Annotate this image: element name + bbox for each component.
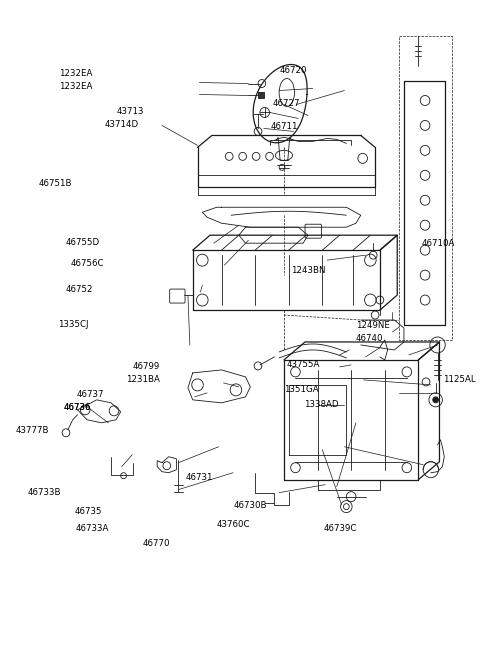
Text: 46755D: 46755D — [66, 238, 100, 247]
Text: 1243BN: 1243BN — [291, 266, 325, 275]
FancyBboxPatch shape — [305, 224, 322, 238]
Text: 46710A: 46710A — [421, 239, 455, 248]
Text: 46756C: 46756C — [71, 259, 104, 268]
Text: 43713: 43713 — [116, 107, 144, 117]
FancyBboxPatch shape — [169, 289, 185, 303]
Text: 1351GA: 1351GA — [284, 385, 319, 394]
Text: 1249NE: 1249NE — [356, 321, 389, 330]
Text: 1125AL: 1125AL — [443, 375, 476, 384]
Text: 46733A: 46733A — [76, 523, 109, 533]
Text: 1338AD: 1338AD — [304, 400, 338, 409]
Text: 46799: 46799 — [132, 362, 160, 371]
Text: 46733B: 46733B — [27, 488, 60, 496]
Text: 43755A: 43755A — [287, 360, 320, 369]
Text: 46727: 46727 — [273, 99, 300, 108]
Text: 46735: 46735 — [74, 508, 102, 516]
Text: 46740: 46740 — [356, 334, 383, 343]
Text: 43714D: 43714D — [105, 121, 139, 130]
Text: 46720: 46720 — [279, 66, 307, 75]
Text: 46730B: 46730B — [233, 501, 267, 510]
Text: 43777B: 43777B — [15, 426, 49, 435]
Text: 46731: 46731 — [185, 474, 213, 482]
Text: 1335CJ: 1335CJ — [58, 320, 88, 329]
Text: 1232EA: 1232EA — [60, 83, 93, 92]
Text: 46751B: 46751B — [38, 179, 72, 188]
Circle shape — [433, 397, 439, 403]
Text: 46736: 46736 — [63, 403, 91, 412]
Text: 43760C: 43760C — [216, 520, 250, 529]
Text: 1231BA: 1231BA — [126, 375, 160, 384]
Text: 46711: 46711 — [270, 122, 298, 131]
Text: 46770: 46770 — [143, 538, 170, 548]
Text: 46736: 46736 — [63, 403, 91, 412]
Text: 46737: 46737 — [77, 390, 104, 399]
Text: 46739C: 46739C — [324, 524, 357, 533]
Text: 1232EA: 1232EA — [60, 69, 93, 79]
Text: 46752: 46752 — [65, 285, 93, 294]
Bar — [258, 92, 264, 98]
